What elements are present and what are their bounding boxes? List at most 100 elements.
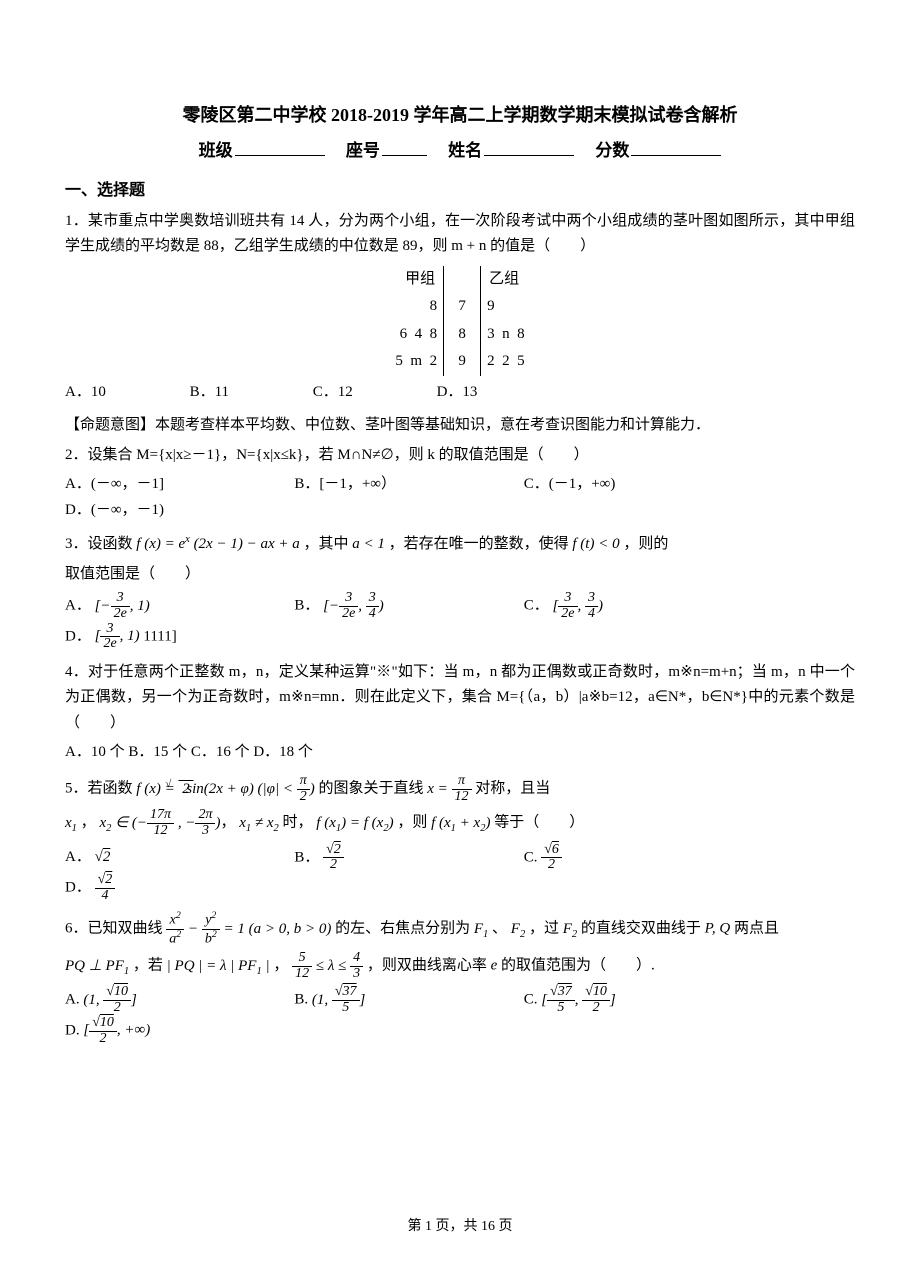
seat-blank xyxy=(382,138,427,156)
math-expr: F2 xyxy=(511,921,525,937)
question-2: 2．设集合 M={x|x≥－1}，N={x|x≤k}，若 M∩N≠∅，则 k 的… xyxy=(65,443,855,469)
option-b: B． [−32e, 34) xyxy=(294,591,484,621)
option-b: B．[－1，+∞） xyxy=(294,472,484,498)
math-expr: [√375, √102] xyxy=(541,992,616,1008)
math-expr: P, Q xyxy=(705,921,731,937)
math-expr: (1, √375] xyxy=(312,992,366,1008)
option-a: A． √2 xyxy=(65,845,255,871)
option-c: C． [32e, 34) xyxy=(524,591,714,621)
question-5: 5．若函数 f (x) = 2 √ sin(2x + φ) (|φ| < π2)… xyxy=(65,774,855,804)
math-expr: F1 xyxy=(474,921,488,937)
math-expr: x = π12 xyxy=(427,781,471,797)
q-text: 若函数 xyxy=(88,781,137,797)
q-text: 某市重点中学奥数培训班共有 14 人，分为两个小组，在一次阶段考试中两个小组成绩… xyxy=(65,213,855,255)
math-expr: f (x) = 2 √ sin(2x + φ) (|φ| < π2) xyxy=(136,781,314,797)
q-text: 设函数 xyxy=(88,536,137,552)
q1-options: A．10 B．11 C．12 D．13 xyxy=(65,380,855,406)
q5-options: A． √2 B． √22 C. √62 D． √24 xyxy=(65,843,855,904)
stem-value: 8 xyxy=(444,321,481,349)
stem-row: 9 xyxy=(481,293,531,321)
math-expr: [−32e, 34) xyxy=(323,598,384,614)
math-expr: x1 ≠ x2 xyxy=(239,815,279,831)
stem-row: 6 4 8 xyxy=(389,321,443,349)
math-expr: √62 xyxy=(541,849,562,865)
math-expr: x2a2 − y2b2 = 1 (a > 0, b > 0) xyxy=(166,921,331,937)
stem-value: 7 xyxy=(444,293,481,321)
q3-line2: 取值范围是（ ） xyxy=(65,562,855,588)
option-b: B．11 xyxy=(190,380,229,406)
q-num: 1． xyxy=(65,213,88,229)
math-expr: a < 1 xyxy=(352,536,385,552)
score-label: 分数 xyxy=(595,141,629,160)
math-expr: f (t) < 0 xyxy=(572,536,619,552)
seat-label: 座号 xyxy=(346,141,380,160)
math-expr: e xyxy=(491,958,498,974)
math-expr: PQ ⊥ PF1 xyxy=(65,958,129,974)
option-c: C. [√375, √102] xyxy=(524,985,714,1015)
option-b: B. (1, √375] xyxy=(294,985,484,1015)
name-blank xyxy=(484,138,574,156)
q-num: 5． xyxy=(65,781,88,797)
page-footer: 第 1 页，共 16 页 xyxy=(0,1215,920,1239)
q-num: 6． xyxy=(65,921,88,937)
stem-row: 2 2 5 xyxy=(481,348,531,376)
math-expr: (1, √102] xyxy=(83,992,137,1008)
math-expr: [−32e, 1) xyxy=(95,598,150,614)
q2-options: A．(－∞，－1] B．[－1，+∞） C．(－1，+∞) D．(－∞，－1) xyxy=(65,472,855,523)
math-expr: f (x1) = f (x2) xyxy=(316,815,393,831)
math-expr: x2 ∈ (−17π12 , −2π3) xyxy=(99,815,220,831)
q6-options: A. (1, √102] B. (1, √375] C. [√375, √102… xyxy=(65,985,855,1046)
option-a: A．(－∞，－1] xyxy=(65,472,255,498)
q-num: 3． xyxy=(65,536,88,552)
q4-options: A．10 个 B．15 个 C．16 个 D．18 个 xyxy=(65,740,855,766)
math-expr: x1 xyxy=(65,815,77,831)
question-4: 4．对于任意两个正整数 m，n，定义某种运算"※"如下：当 m，n 都为正偶数或… xyxy=(65,660,855,737)
q3-options: A． [−32e, 1) B． [−32e, 34) C． [32e, 34) … xyxy=(65,591,855,652)
stem-row: 5 m 2 xyxy=(389,348,443,376)
option-d: D. [√102, +∞) xyxy=(65,1016,255,1046)
q6-line2: PQ ⊥ PF1 ，若 | PQ | = λ | PF1 | ， 512 ≤ λ… xyxy=(65,951,855,981)
option-d: D． [32e, 1) 1111] xyxy=(65,622,255,652)
option-c: C. √62 xyxy=(524,843,714,873)
option-d: D． √24 xyxy=(65,873,255,903)
exam-page: 零陵区第二中学校 2018-2019 学年高二上学期数学期末模拟试卷含解析 班级… xyxy=(0,0,920,1273)
math-expr: [√102, +∞) xyxy=(83,1022,150,1038)
option-a: A．10 xyxy=(65,380,106,406)
option-a: A． [−32e, 1) xyxy=(65,591,255,621)
math-expr: F2 xyxy=(563,921,577,937)
option-d: D．(－∞，－1) xyxy=(65,498,255,524)
q1-intent: 【命题意图】本题考查样本平均数、中位数、茎叶图等基础知识，意在考查识图能力和计算… xyxy=(65,413,855,439)
q5-line2: x1 ， x2 ∈ (−17π12 , −2π3)， x1 ≠ x2 时， f … xyxy=(65,808,855,838)
q-text: 已知双曲线 xyxy=(88,921,167,937)
math-expr: √2 xyxy=(95,849,111,865)
header-fields: 班级 座号 姓名 分数 xyxy=(65,137,855,166)
score-blank xyxy=(631,138,721,156)
page-current: 1 xyxy=(425,1219,432,1234)
stem-row: 8 xyxy=(389,293,443,321)
q-text: 对于任意两个正整数 m，n，定义某种运算"※"如下：当 m，n 都为正偶数或正奇… xyxy=(65,664,855,731)
section-heading: 一、选择题 xyxy=(65,177,855,204)
question-1: 1．某市重点中学奥数培训班共有 14 人，分为两个小组，在一次阶段考试中两个小组… xyxy=(65,209,855,260)
page-title: 零陵区第二中学校 2018-2019 学年高二上学期数学期末模拟试卷含解析 xyxy=(65,100,855,131)
page-total: 16 xyxy=(481,1219,495,1234)
math-expr: 512 ≤ λ ≤ 43 xyxy=(292,958,363,974)
class-label: 班级 xyxy=(199,141,233,160)
math-expr: f (x1 + x2) xyxy=(431,815,490,831)
question-3: 3．设函数 f (x) = ex (2x − 1) − ax + a ，其中 a… xyxy=(65,531,855,558)
stem-right-label: 乙组 xyxy=(481,266,531,294)
q-num: 4． xyxy=(65,664,88,680)
math-expr: √24 xyxy=(95,880,116,896)
option-d: D．13 xyxy=(437,380,478,406)
math-expr: √22 xyxy=(323,849,344,865)
stem-left-label: 甲组 xyxy=(389,266,443,294)
math-expr: [32e, 1) xyxy=(95,628,140,644)
stem-leaf-diagram: 甲组 乙组 8 7 9 6 4 8 8 3 n 8 5 m 2 9 2 2 5 xyxy=(350,266,570,376)
q-num: 2． xyxy=(65,447,88,463)
option-a: A. (1, √102] xyxy=(65,985,255,1015)
stem-row: 3 n 8 xyxy=(481,321,531,349)
math-expr: f (x) = ex (2x − 1) − ax + a xyxy=(136,536,299,552)
name-label: 姓名 xyxy=(448,141,482,160)
option-c: C．12 xyxy=(313,380,353,406)
q-text: 设集合 M={x|x≥－1}，N={x|x≤k}，若 M∩N≠∅，则 k 的取值… xyxy=(88,447,589,463)
class-blank xyxy=(235,138,325,156)
